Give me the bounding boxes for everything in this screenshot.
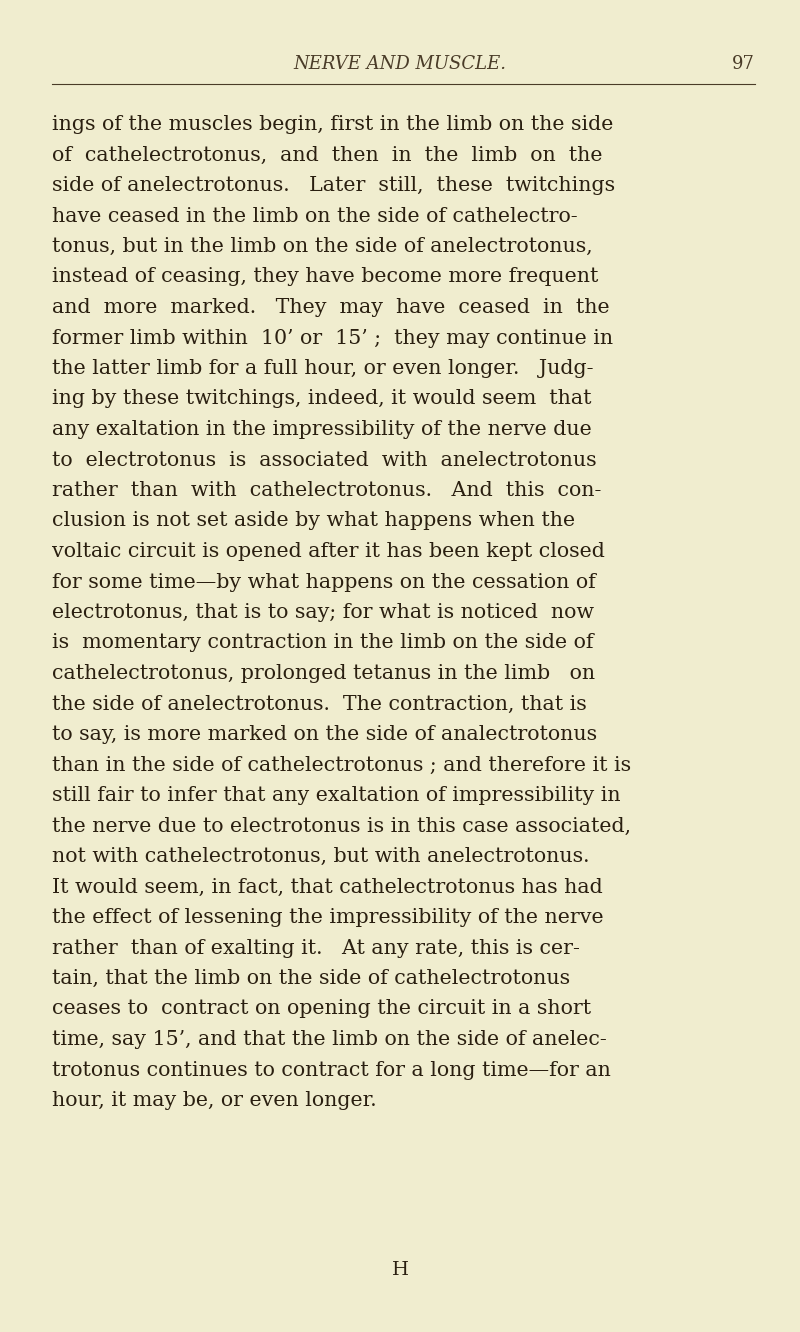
Text: electrotonus, that is to say; for what is noticed  now: electrotonus, that is to say; for what i… [52, 603, 594, 622]
Text: the side of anelectrotonus.  The contraction, that is: the side of anelectrotonus. The contract… [52, 694, 586, 714]
Text: for some time—by what happens on the cessation of: for some time—by what happens on the ces… [52, 573, 596, 591]
Text: 97: 97 [732, 55, 755, 73]
Text: NERVE AND MUSCLE.: NERVE AND MUSCLE. [294, 55, 506, 73]
Text: is  momentary contraction in the limb on the side of: is momentary contraction in the limb on … [52, 634, 594, 653]
Text: rather  than of exalting it.   At any rate, this is cer-: rather than of exalting it. At any rate,… [52, 939, 580, 958]
Text: to  electrotonus  is  associated  with  anelectrotonus: to electrotonus is associated with anele… [52, 450, 597, 469]
Text: It would seem, in fact, that cathelectrotonus has had: It would seem, in fact, that cathelectro… [52, 878, 602, 896]
Text: tain, that the limb on the side of cathelectrotonus: tain, that the limb on the side of cathe… [52, 968, 570, 988]
Text: ceases to  contract on opening the circuit in a short: ceases to contract on opening the circui… [52, 999, 591, 1019]
Text: not with cathelectrotonus, but with anelectrotonus.: not with cathelectrotonus, but with anel… [52, 847, 590, 866]
Text: hour, it may be, or even longer.: hour, it may be, or even longer. [52, 1091, 377, 1110]
Text: any exaltation in the impressibility of the nerve due: any exaltation in the impressibility of … [52, 420, 592, 440]
Text: the nerve due to electrotonus is in this case associated,: the nerve due to electrotonus is in this… [52, 817, 631, 835]
Text: tonus, but in the limb on the side of anelectrotonus,: tonus, but in the limb on the side of an… [52, 237, 593, 256]
Text: rather  than  with  cathelectrotonus.   And  this  con-: rather than with cathelectrotonus. And t… [52, 481, 602, 500]
Text: of  cathelectrotonus,  and  then  in  the  limb  on  the: of cathelectrotonus, and then in the lim… [52, 145, 602, 164]
Text: to say, is more marked on the side of analectrotonus: to say, is more marked on the side of an… [52, 725, 597, 745]
Text: the effect of lessening the impressibility of the nerve: the effect of lessening the impressibili… [52, 908, 604, 927]
Text: trotonus continues to contract for a long time—for an: trotonus continues to contract for a lon… [52, 1060, 611, 1079]
Text: ing by these twitchings, indeed, it would seem  that: ing by these twitchings, indeed, it woul… [52, 389, 591, 409]
Text: cathelectrotonus, prolonged tetanus in the limb   on: cathelectrotonus, prolonged tetanus in t… [52, 663, 595, 683]
Text: side of anelectrotonus.   Later  still,  these  twitchings: side of anelectrotonus. Later still, the… [52, 176, 615, 194]
Text: time, say 15’, and that the limb on the side of anelec-: time, say 15’, and that the limb on the … [52, 1030, 606, 1050]
Text: the latter limb for a full hour, or even longer.   Judg-: the latter limb for a full hour, or even… [52, 360, 594, 378]
Text: than in the side of cathelectrotonus ; and therefore it is: than in the side of cathelectrotonus ; a… [52, 755, 631, 774]
Text: ings of the muscles begin, first in the limb on the side: ings of the muscles begin, first in the … [52, 115, 614, 135]
Text: clusion is not set aside by what happens when the: clusion is not set aside by what happens… [52, 511, 575, 530]
Text: former limb within  10’ or  15’ ;  they may continue in: former limb within 10’ or 15’ ; they may… [52, 329, 613, 348]
Text: and  more  marked.   They  may  have  ceased  in  the: and more marked. They may have ceased in… [52, 298, 610, 317]
Text: H: H [391, 1261, 409, 1279]
Text: instead of ceasing, they have become more frequent: instead of ceasing, they have become mor… [52, 268, 598, 286]
Text: still fair to infer that any exaltation of impressibility in: still fair to infer that any exaltation … [52, 786, 621, 805]
Text: have ceased in the limb on the side of cathelectro-: have ceased in the limb on the side of c… [52, 206, 578, 225]
Text: voltaic circuit is opened after it has been kept closed: voltaic circuit is opened after it has b… [52, 542, 605, 561]
